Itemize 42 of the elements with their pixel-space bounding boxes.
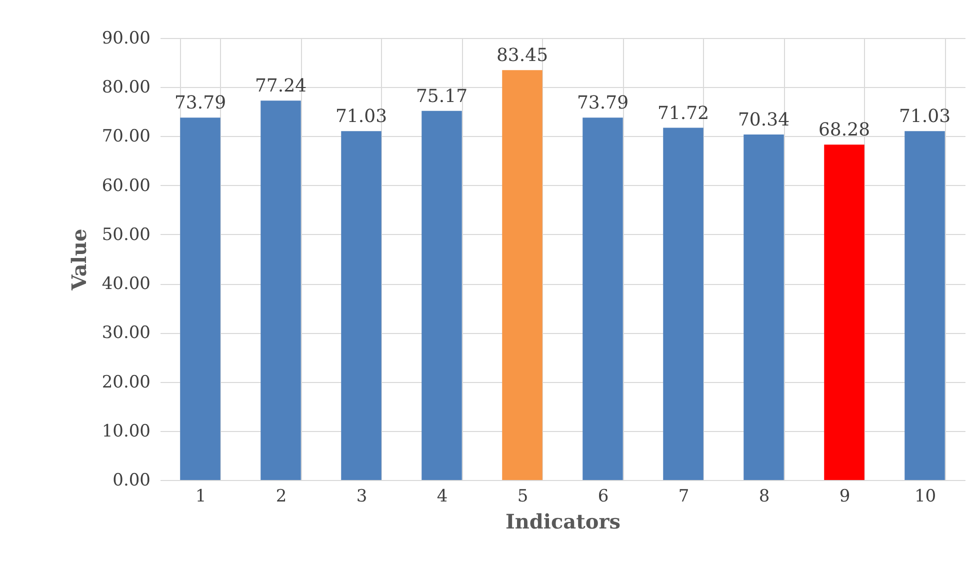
y-tick-label: 90.00 [102, 28, 150, 48]
data-label: 73.79 [174, 92, 226, 114]
y-tick-label: 80.00 [102, 78, 150, 98]
x-tick-label: 6 [598, 486, 609, 506]
y-tick-label: 70.00 [102, 126, 150, 147]
x-tick-label: 5 [517, 486, 528, 506]
data-label: 75.17 [416, 86, 468, 107]
y-axis-title: Value [66, 228, 91, 292]
data-label: 68.28 [818, 120, 870, 141]
y-tick-label: 40.00 [102, 274, 150, 294]
data-label: 71.03 [898, 106, 951, 128]
data-label: 70.34 [738, 110, 790, 131]
bar [663, 128, 704, 480]
x-tick-label: 8 [758, 486, 770, 506]
x-tick-label: 7 [678, 486, 690, 506]
y-tick-label: 0.00 [112, 470, 150, 490]
y-tick-label: 30.00 [102, 323, 150, 344]
bar [260, 100, 301, 480]
bar [180, 118, 220, 480]
x-tick-label: 3 [356, 486, 368, 506]
bar [744, 134, 784, 480]
y-tick-label: 60.00 [102, 176, 150, 196]
y-tick-label: 50.00 [102, 224, 150, 245]
x-tick-label: 9 [839, 486, 850, 506]
data-label: 77.24 [254, 76, 307, 97]
bar [904, 131, 945, 480]
y-tick-label: 20.00 [102, 372, 150, 392]
data-label: 73.79 [576, 92, 629, 114]
data-label: 71.03 [335, 106, 388, 128]
x-axis-title: Indicators [506, 510, 620, 534]
bar [341, 131, 382, 480]
bar [422, 110, 462, 480]
x-tick-label: 2 [276, 486, 287, 506]
x-tick-label: 10 [914, 486, 936, 506]
data-label: 71.72 [657, 102, 710, 124]
bar [824, 144, 864, 480]
bar [582, 118, 623, 480]
y-tick-label: 10.00 [102, 421, 150, 442]
x-tick-label: 1 [195, 486, 206, 506]
bar [502, 70, 542, 480]
x-tick-label: 4 [436, 486, 448, 506]
data-label: 83.45 [496, 45, 548, 66]
